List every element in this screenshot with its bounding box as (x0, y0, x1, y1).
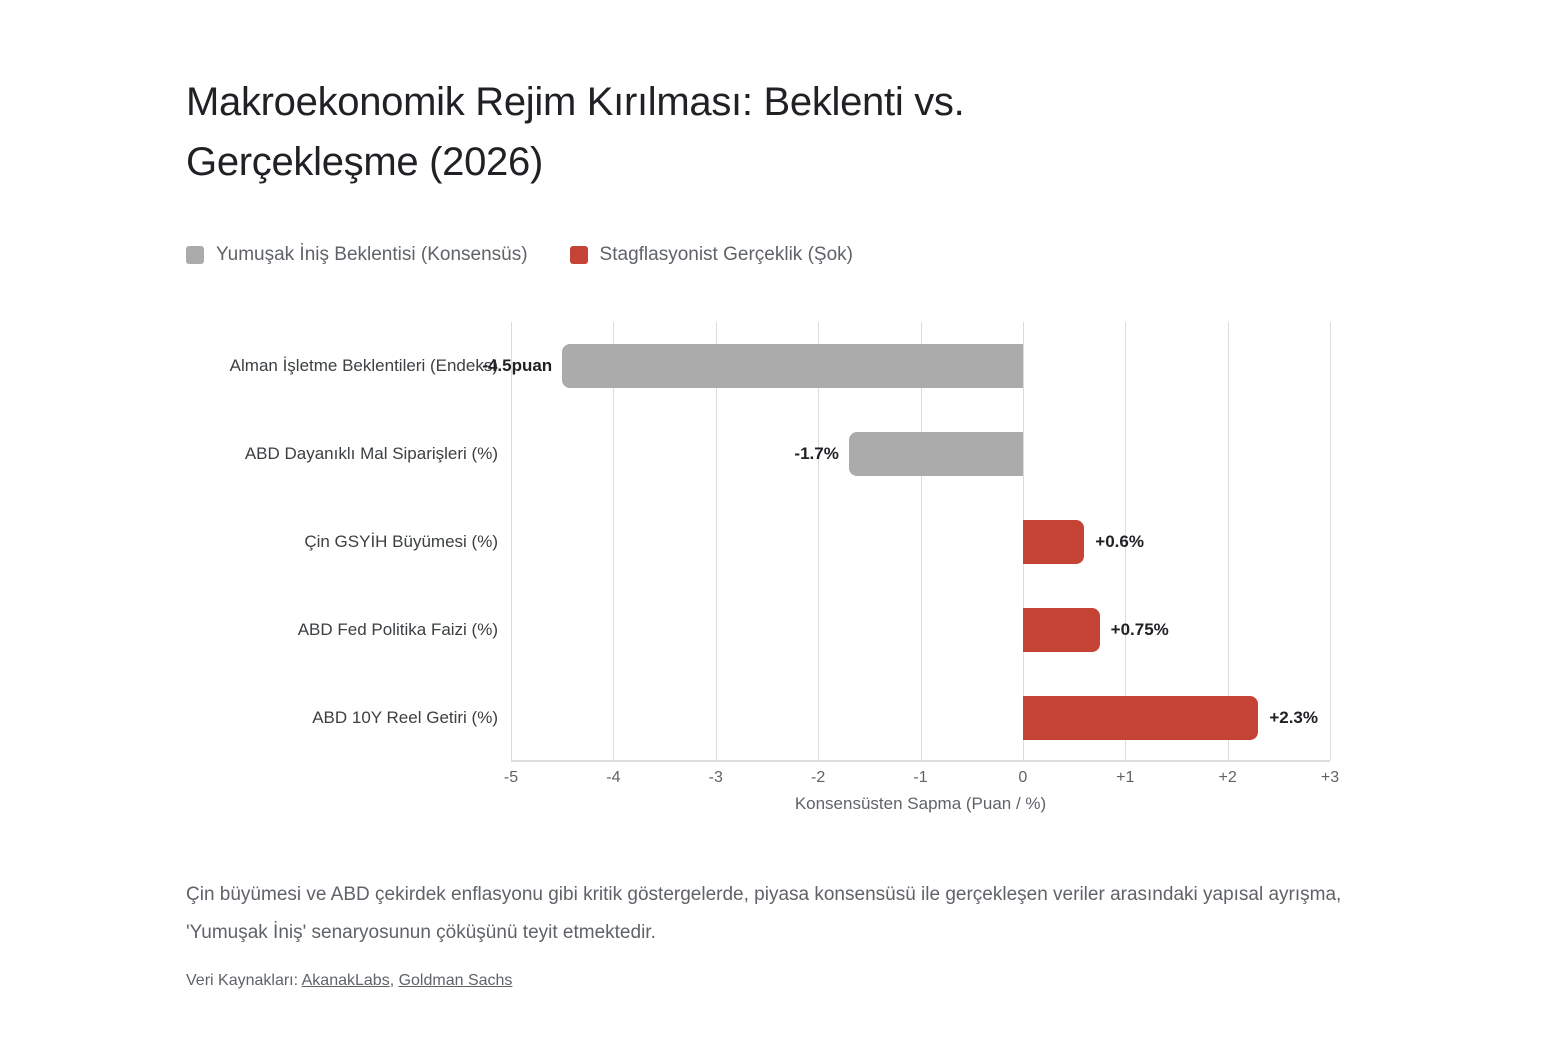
chart-bar-0 (562, 344, 1023, 388)
category-label-2: Çin GSYİH Büyümesi (%) (304, 532, 498, 551)
legend-label: Yumuşak İniş Beklentisi (Konsensüs) (216, 244, 528, 265)
chart-bar-1 (848, 432, 1023, 476)
data-sources: Veri Kaynakları: AkanakLabs, Goldman Sac… (186, 972, 1562, 990)
x-tick-label: 0 (1018, 769, 1028, 786)
legend-item-1: Stagflasyonist Gerçeklik (Şok) (569, 244, 853, 266)
x-tick-label: -5 (503, 769, 519, 786)
x-tick-label: +3 (1320, 769, 1340, 786)
category-label-1: ABD Dayanıklı Mal Siparişleri (%) (244, 444, 498, 463)
sources-separator: , (389, 972, 399, 989)
legend-item-0: Yumuşak İniş Beklentisi (Konsensüs) (186, 244, 528, 266)
legend: Yumuşak İniş Beklentisi (Konsensüs) Stagf… (186, 244, 1562, 266)
chart-bar-3 (1022, 608, 1100, 652)
legend-swatch (186, 246, 204, 264)
legend-swatch (569, 246, 588, 264)
x-tick-label: -3 (708, 769, 723, 786)
gridline (511, 322, 512, 760)
category-label-4: ABD 10Y Reel Getiri (%) (312, 708, 498, 727)
bar-value-label-0: -4.5puan (482, 356, 553, 375)
x-axis-title: Konsensüsten Sapma (Puan / %) (794, 794, 1047, 813)
chart-description: Çin büyümesi ve ABD çekirdek enflasyonu … (186, 884, 1342, 943)
gridline (613, 322, 615, 760)
x-tick-label: +2 (1218, 769, 1237, 786)
gridline (1125, 322, 1127, 760)
bar-value-label-2: +0.6% (1095, 532, 1144, 551)
gridline (818, 322, 820, 760)
bar-value-label-3: +0.75% (1110, 620, 1169, 639)
category-label-0: Alman İşletme Beklentileri (Endeks) (229, 356, 498, 375)
x-tick-label: -1 (913, 769, 928, 786)
sources-label: Veri Kaynakları: (186, 972, 302, 989)
chart-body: Alman İşletme Beklentileri (Endeks) ABD D… (186, 322, 1331, 762)
plot-area: -4.5puan -1.7% +0.6% +0.75% +2.3% (482, 322, 1331, 762)
bar-value-label-4: +2.3% (1269, 708, 1319, 727)
source-link-akanaklabs[interactable]: AkanakLabs (301, 972, 390, 989)
source-link-goldman-sachs[interactable]: Goldman Sachs (398, 972, 513, 989)
bar-chart: Alman İşletme Beklentileri (Endeks) ABD D… (186, 322, 1339, 814)
chart-bar-2 (1022, 520, 1085, 564)
gridline (715, 322, 717, 760)
gridline (920, 322, 922, 760)
x-axis-ticks: -5 -4 -3 -2 -1 0 +1 +2 +3 (504, 762, 1339, 790)
legend-label: Stagflasyonist Gerçeklik (Şok) (599, 244, 853, 265)
page-title: Makroekonomik Rejim Kırılması: Beklenti … (186, 80, 965, 184)
gridline (1227, 322, 1229, 760)
x-tick-label: +1 (1116, 769, 1135, 786)
category-label-3: ABD Fed Politika Faizi (%) (297, 620, 498, 639)
category-axis: Alman İşletme Beklentileri (Endeks) ABD D… (186, 322, 511, 762)
x-tick-label: -2 (811, 769, 826, 786)
x-tick-label: -4 (606, 769, 621, 786)
bar-value-label-1: -1.7% (794, 444, 839, 463)
chart-bar-4 (1022, 696, 1259, 740)
gridline (1330, 322, 1331, 760)
